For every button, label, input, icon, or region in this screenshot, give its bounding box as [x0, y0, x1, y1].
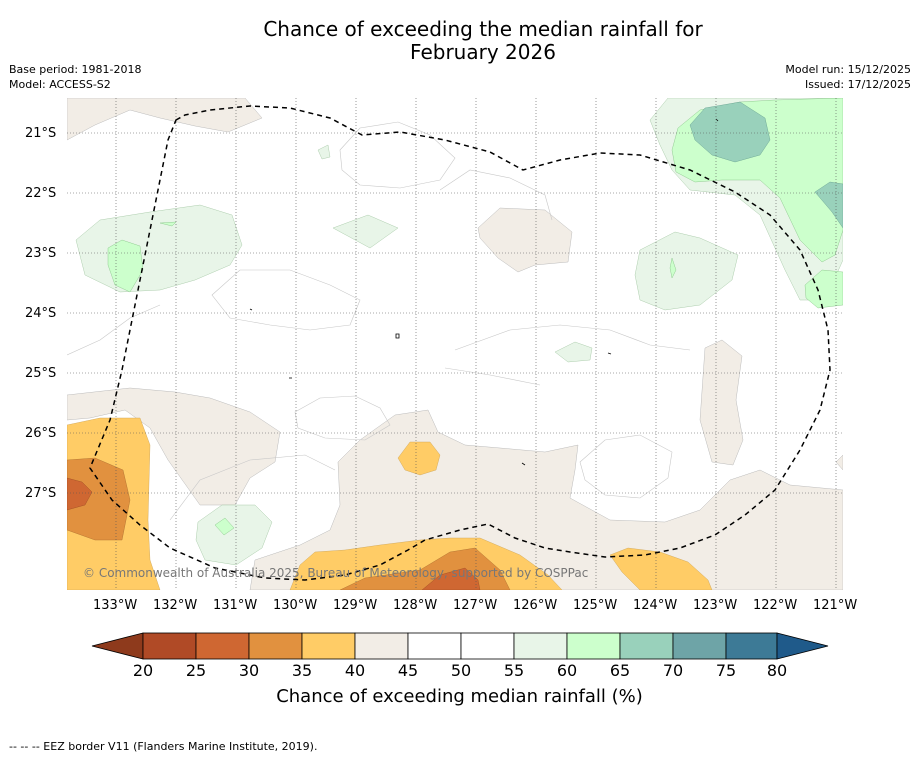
colorbar-tick: 25	[185, 661, 207, 680]
colorbar-segment	[725, 632, 778, 660]
lat-label: 21°S	[25, 126, 57, 141]
colorbar-tick: 30	[238, 661, 260, 680]
issued-date: Issued: 17/12/2025	[804, 78, 911, 91]
lon-label: 123°W	[693, 598, 738, 613]
lon-label: 122°W	[753, 598, 798, 613]
lon-label: 125°W	[573, 598, 618, 613]
colorbar-segment	[513, 632, 568, 660]
colorbar-segment	[354, 632, 409, 660]
colorbar-tick: 75	[715, 661, 737, 680]
colorbar-tick: 55	[503, 661, 525, 680]
lon-label: 124°W	[633, 598, 678, 613]
colorbar-segment	[460, 632, 515, 660]
model-name: Model: ACCESS-S2	[9, 78, 111, 91]
contour-lines	[67, 121, 691, 521]
lat-label: 22°S	[25, 186, 57, 201]
colorbar-tick: 40	[344, 661, 366, 680]
lon-label: 130°W	[273, 598, 318, 613]
lat-label: 26°S	[25, 426, 57, 441]
region-65-70	[689, 101, 843, 229]
title-line-1: Chance of exceeding the median rainfall …	[263, 17, 703, 41]
colorbar-tick: 70	[662, 661, 684, 680]
lon-label: 126°W	[513, 598, 558, 613]
colorbar-tick: 20	[132, 661, 154, 680]
colorbar-tick: 60	[556, 661, 578, 680]
title-line-2: February 2026	[410, 40, 556, 64]
eez-border	[89, 105, 831, 581]
eez-legend-note: -- -- -- EEZ border V11 (Flanders Marine…	[9, 740, 318, 753]
lon-label: 129°W	[333, 598, 378, 613]
lat-label: 27°S	[25, 486, 57, 501]
lat-label: 23°S	[25, 246, 57, 261]
colorbar-tick: 35	[291, 661, 313, 680]
colorbar-segment	[672, 632, 727, 660]
colorbar-tick: 50	[450, 661, 472, 680]
region-25-30	[67, 477, 481, 590]
colorbar-segment	[248, 632, 303, 660]
rainfall-map	[67, 98, 843, 590]
model-run: Model run: 15/12/2025	[785, 63, 911, 76]
lon-label: 127°W	[453, 598, 498, 613]
colorbar-segment	[407, 632, 462, 660]
lat-label: 25°S	[25, 366, 57, 381]
colorbar-tick: 65	[609, 661, 631, 680]
small-contour-markers	[249, 118, 719, 466]
lon-label: 133°W	[93, 598, 138, 613]
base-period: Base period: 1981-2018	[9, 63, 142, 76]
colorbar	[91, 632, 829, 660]
colorbar-tick: 80	[766, 661, 788, 680]
map-title: Chance of exceeding the median rainfall …	[0, 18, 919, 64]
lon-label: 121°W	[813, 598, 858, 613]
map-grid	[67, 98, 843, 590]
colorbar-segment	[619, 632, 674, 660]
colorbar-high-arrow	[776, 632, 829, 660]
lon-label: 128°W	[393, 598, 438, 613]
copyright-notice: © Commonwealth of Australia 2025, Bureau…	[83, 566, 589, 580]
colorbar-segment	[142, 632, 197, 660]
colorbar-tick: 45	[397, 661, 419, 680]
lat-label: 24°S	[25, 306, 57, 321]
colorbar-segment	[566, 632, 621, 660]
lon-label: 131°W	[213, 598, 258, 613]
colorbar-low-arrow	[91, 632, 144, 660]
colorbar-label: Chance of exceeding median rainfall (%)	[276, 686, 643, 707]
meta-right: Model run: 15/12/2025 Issued: 17/12/2025	[785, 62, 911, 92]
colorbar-segment	[301, 632, 356, 660]
meta-left: Base period: 1981-2018 Model: ACCESS-S2	[9, 62, 141, 92]
colorbar-segment	[195, 632, 250, 660]
lon-label: 132°W	[153, 598, 198, 613]
